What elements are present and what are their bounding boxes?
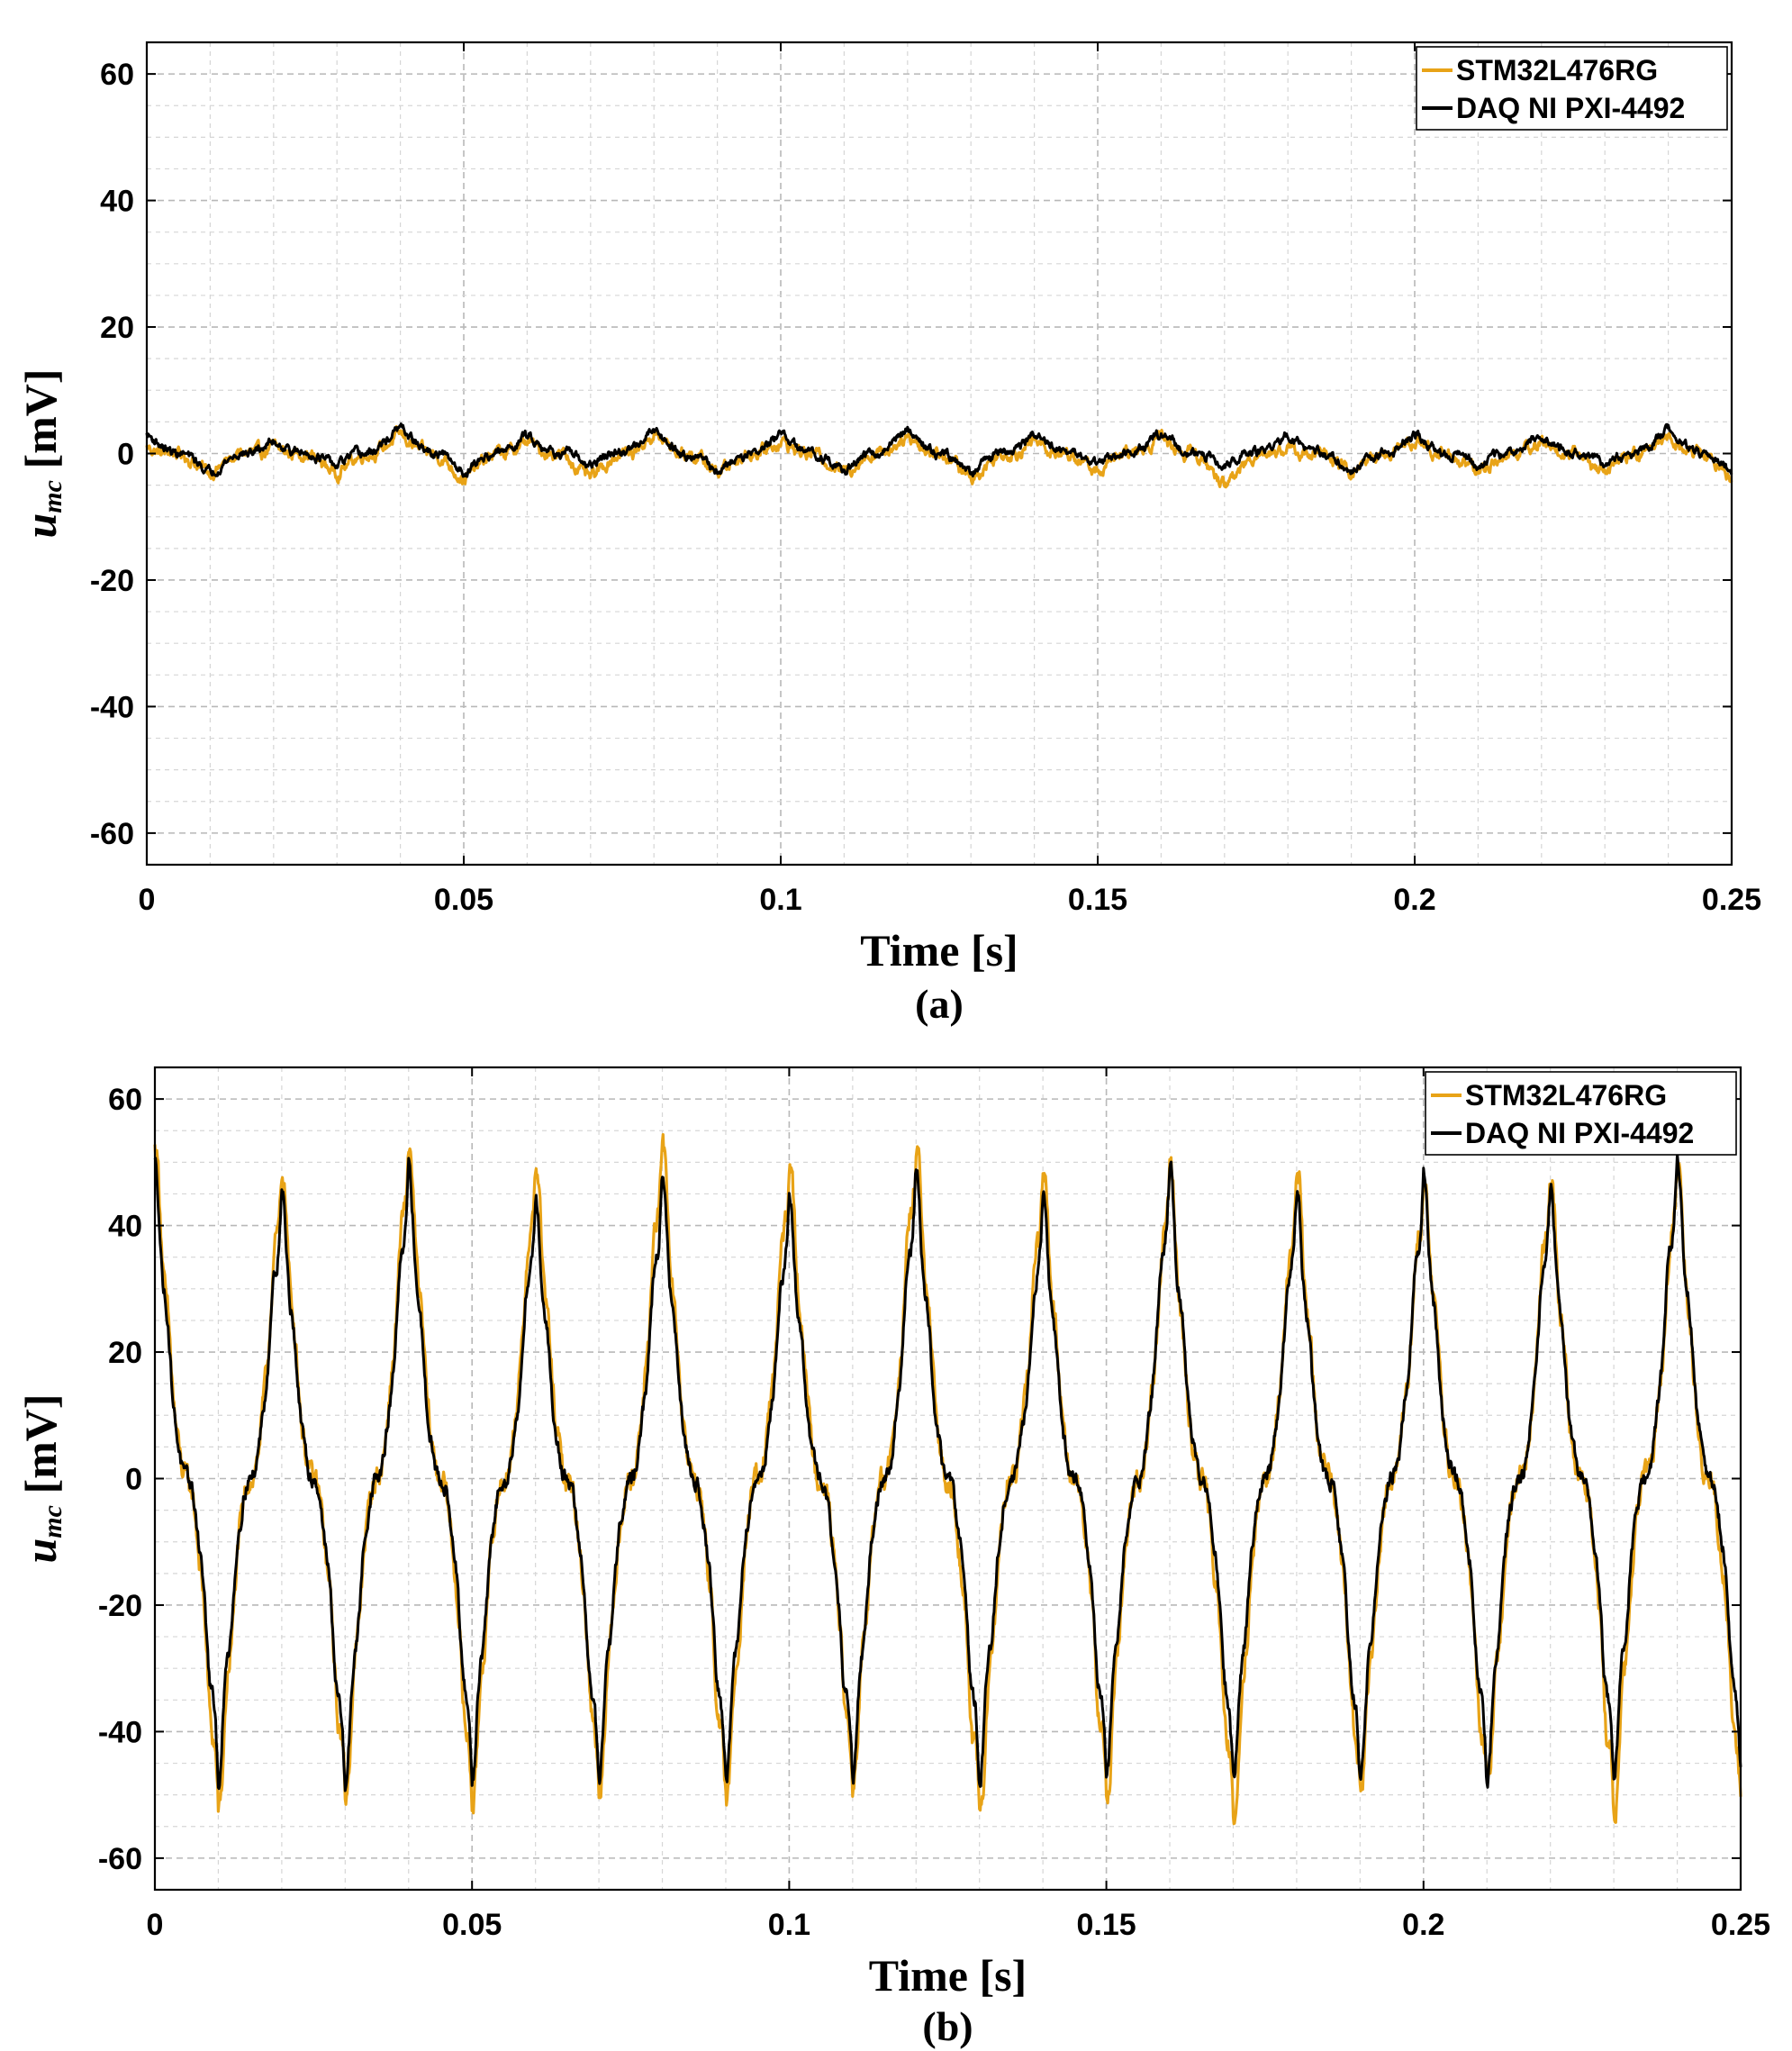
y-tick-label: -40 [90, 690, 134, 724]
y-tick-label: -60 [98, 1842, 142, 1876]
x-tick-label: 0.25 [1711, 1908, 1770, 1942]
x-axis-title: Time [s] [860, 925, 1018, 976]
y-tick-label: 20 [108, 1336, 142, 1370]
y-tick-label: 0 [125, 1463, 142, 1497]
x-tick-label: 0.1 [768, 1908, 810, 1942]
chart-panel-b: 0 0.05 0.1 0.15 0.2 0.25 60 40 20 0 -20 -40 -60 STM3… [15, 1066, 1770, 2049]
x-tick-label: 0 [147, 1908, 164, 1942]
axis-ticks: 0 0.05 0.1 0.15 0.2 0.25 60 40 20 0 -20 -40 -60 [98, 1067, 1770, 1942]
y-tick-label: -20 [98, 1589, 142, 1623]
grid [155, 1067, 1741, 1890]
x-tick-label: 0.05 [442, 1908, 502, 1942]
legend-label-stm32: STM32L476RG [1465, 1079, 1667, 1112]
grid [147, 42, 1732, 865]
y-tick-label: 0 [117, 438, 134, 472]
y-tick-label: -20 [90, 564, 134, 598]
y-tick-label: -60 [90, 817, 134, 851]
series-line-daq [153, 1152, 1742, 1792]
y-tick-label: 40 [108, 1210, 142, 1244]
legend: STM32L476RG DAQ NI PXI-4492 [1425, 1071, 1737, 1156]
legend-box [1425, 1071, 1737, 1156]
series-line-stm32 [145, 425, 1733, 489]
y-tick-label: -40 [98, 1715, 142, 1749]
panel-label-a: (a) [915, 981, 964, 1027]
x-tick-label: 0 [139, 883, 156, 917]
series-line-daq [145, 422, 1733, 478]
y-tick-label: 40 [100, 185, 134, 219]
axis-ticks: 0 0.05 0.1 0.15 0.2 0.25 60 40 20 0 -20 -40 -60 [90, 42, 1761, 917]
y-axis-title: umc [mV] [15, 1393, 68, 1563]
x-tick-label: 0.2 [1402, 1908, 1444, 1942]
legend-label-daq: DAQ NI PXI-4492 [1456, 92, 1685, 124]
legend: STM32L476RG DAQ NI PXI-4492 [1416, 46, 1728, 131]
panel-label-b: (b) [922, 2003, 973, 2049]
x-tick-label: 0.05 [434, 883, 493, 917]
y-axis-title: umc [mV] [15, 368, 68, 538]
legend-box [1416, 46, 1728, 131]
x-tick-label: 0.1 [759, 883, 801, 917]
y-tick-label: 60 [108, 1083, 142, 1117]
series-lines [153, 1133, 1742, 1826]
x-tick-label: 0.15 [1077, 1908, 1136, 1942]
y-tick-label: 60 [100, 58, 134, 92]
x-tick-label: 0.25 [1702, 883, 1761, 917]
series-lines [145, 422, 1733, 489]
legend-label-daq: DAQ NI PXI-4492 [1465, 1117, 1694, 1149]
legend-label-stm32: STM32L476RG [1456, 54, 1658, 86]
x-tick-label: 0.2 [1393, 883, 1435, 917]
y-tick-label: 20 [100, 311, 134, 345]
chart-panel-a: 0 0.05 0.1 0.15 0.2 0.25 60 40 20 0 -20 -40 -60 STM3… [15, 41, 1761, 1027]
x-tick-label: 0.15 [1068, 883, 1127, 917]
x-axis-title: Time [s] [869, 1950, 1027, 2001]
